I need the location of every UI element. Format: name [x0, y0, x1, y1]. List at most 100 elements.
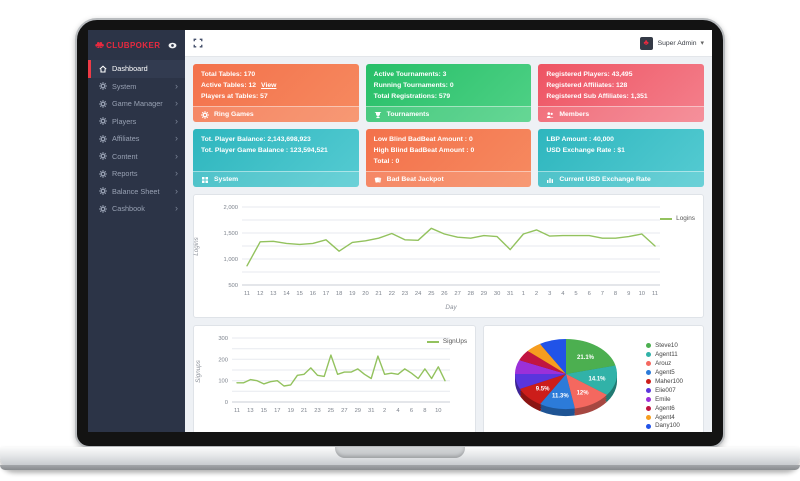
svg-text:24: 24	[415, 291, 422, 297]
svg-text:23: 23	[314, 408, 320, 414]
card-footer-tournaments[interactable]: Tournaments	[365, 106, 532, 122]
gear-icon	[99, 82, 107, 91]
svg-text:1,000: 1,000	[223, 257, 238, 263]
svg-text:100: 100	[218, 379, 228, 385]
card-line: Players at Tables: 57	[201, 93, 268, 100]
legend-label: Agent4	[655, 413, 675, 421]
sidebar-toggle-icon[interactable]	[167, 41, 178, 50]
sidebar-item-cashbook[interactable]: Cashbook ›	[88, 200, 185, 218]
legend-swatch	[426, 340, 439, 343]
stat-card-members: Registered Players: 43,495 Registered Aff…	[538, 64, 705, 122]
card-body: LBP Amount : 40,000 USD Exchange Rate : $…	[538, 129, 704, 171]
svg-text:11.3%: 11.3%	[552, 393, 569, 399]
avatar[interactable]: ♣	[639, 36, 653, 50]
legend-dot	[646, 423, 652, 429]
card-line: LBP Amount : 40,000	[546, 136, 614, 143]
card-footer-system[interactable]: System	[193, 171, 359, 187]
card-footer-members[interactable]: Members	[538, 106, 705, 122]
legend-dot	[646, 414, 652, 420]
gear-icon	[99, 99, 107, 108]
sidebar-item-label: Game Manager	[112, 99, 163, 109]
sidebar-item-label: Balance Sheet	[112, 186, 160, 196]
card-footer-label: System	[214, 176, 239, 183]
chevron-down-icon[interactable]: ▾	[700, 40, 704, 47]
view-link[interactable]: View	[261, 82, 277, 89]
sidebar-item-affiliates[interactable]: Affiliates ›	[88, 130, 185, 148]
legend-label: Agent11	[655, 350, 678, 358]
logins-y-axis-label: Logins	[192, 237, 200, 256]
legend-dot	[646, 405, 652, 411]
gear-icon	[99, 134, 107, 143]
chevron-right-icon: ›	[175, 115, 178, 126]
svg-text:25: 25	[428, 291, 434, 297]
svg-text:4: 4	[396, 408, 400, 414]
legend-label: Steve10	[655, 342, 678, 349]
svg-text:8: 8	[423, 408, 426, 414]
card-line: High Blind BadBeat Amount : 0	[373, 147, 475, 154]
clubs-icon: ♣♣	[95, 39, 104, 51]
cards-icon	[374, 176, 382, 184]
legend-dot	[646, 361, 652, 367]
sidebar-item-label: Reports	[112, 169, 138, 179]
pie-legend: Steve10 Agent11 Arouz Agent5 Maher100 Elie007…	[646, 330, 683, 430]
svg-text:21.1%: 21.1%	[577, 355, 595, 361]
top-agents-pie-chart: 21.1% 14.1% 12% 11.3% 9.5%	[504, 330, 634, 432]
signups-legend: SignUps	[426, 338, 467, 345]
stat-card-current-usd-exchange-rate: LBP Amount : 40,000 USD Exchange Rate : $…	[538, 129, 705, 187]
gear-icon	[99, 152, 107, 161]
svg-text:22: 22	[389, 291, 395, 297]
home-icon	[99, 65, 107, 73]
pie-legend-item: Agent5	[646, 369, 683, 376]
card-line: Active Tournaments: 3	[373, 71, 447, 78]
svg-text:29: 29	[481, 291, 487, 297]
svg-text:9.5%: 9.5%	[536, 387, 550, 393]
chevron-right-icon: ›	[175, 150, 178, 161]
sidebar-item-system[interactable]: System ›	[88, 78, 185, 96]
card-footer-ring-games[interactable]: Ring Games	[193, 106, 359, 122]
laptop-base-notch	[335, 447, 465, 458]
card-footer-label: Tournaments	[386, 111, 430, 118]
stat-card-ring-games: Total Tables: 170 Active Tables: 12 View Pl…	[193, 64, 359, 122]
svg-text:27: 27	[341, 408, 347, 414]
card-line: Total Tables: 170	[201, 71, 256, 78]
pie-legend-item: Agent4	[646, 414, 683, 421]
card-line: Low Blind BadBeat Amount : 0	[373, 136, 473, 143]
sidebar-item-game-manager[interactable]: Game Manager ›	[88, 95, 185, 113]
stat-cards-row-1: Total Tables: 170 Active Tables: 12 View Pl…	[193, 64, 705, 122]
svg-text:6: 6	[588, 291, 591, 297]
sidebar-item-label: Affiliates	[112, 134, 140, 144]
svg-text:23: 23	[402, 291, 408, 297]
svg-text:10: 10	[639, 291, 645, 297]
dashboard-content: Total Tables: 170 Active Tables: 12 View Pl…	[185, 57, 712, 432]
sidebar-item-dashboard[interactable]: Dashboard	[88, 60, 185, 78]
sidebar-item-balance-sheet[interactable]: Balance Sheet ›	[88, 183, 185, 201]
card-line: Tot. Player Game Balance : 123,594,521	[201, 147, 328, 154]
sidebar: ♣♣ CLUBPOKER Dashboard System › Game Manage…	[88, 30, 185, 432]
card-body: Active Tournaments: 3 Running Tournaments…	[366, 64, 532, 106]
legend-label: Maher100	[655, 377, 683, 385]
card-footer-bad-beat-jackpot[interactable]: Bad Beat Jackpot	[365, 171, 532, 187]
legend-swatch	[660, 217, 673, 220]
trophy-icon	[374, 111, 382, 119]
pie-legend-item: Steve10	[646, 342, 683, 349]
card-footer-current-usd-exchange-rate[interactable]: Current USD Exchange Rate	[538, 171, 705, 187]
card-body: Low Blind BadBeat Amount : 0 High Blind B…	[366, 129, 532, 171]
user-menu-label[interactable]: Super Admin	[657, 39, 697, 47]
fullscreen-icon[interactable]	[193, 38, 203, 48]
svg-text:7: 7	[601, 291, 604, 297]
gear-icon	[99, 187, 107, 196]
signups-chart-panel: Signups 0 100 200 300 11 13 15 17 19 21 23 25 27 29 31…	[193, 325, 477, 432]
card-line: USD Exchange Rate : $1	[546, 147, 625, 154]
card-line: Running Tournaments: 0	[373, 82, 454, 89]
card-footer-label: Current USD Exchange Rate	[559, 176, 651, 183]
sidebar-item-players[interactable]: Players ›	[88, 113, 185, 131]
logins-chart-panel: Logins 500 1,000 1,500 2,000 11 12 13 14 15 16 17 1…	[193, 194, 704, 318]
sidebar-item-reports[interactable]: Reports ›	[88, 165, 185, 183]
card-body: Tot. Player Balance: 2,143,698,923 Tot. P…	[193, 129, 359, 171]
card-footer-label: Members	[559, 111, 590, 118]
svg-text:2: 2	[535, 291, 538, 297]
sidebar-item-label: Players	[112, 116, 137, 126]
legend-label: Arouz	[655, 359, 672, 367]
sidebar-item-content[interactable]: Content ›	[88, 148, 185, 166]
users-icon	[546, 111, 554, 119]
